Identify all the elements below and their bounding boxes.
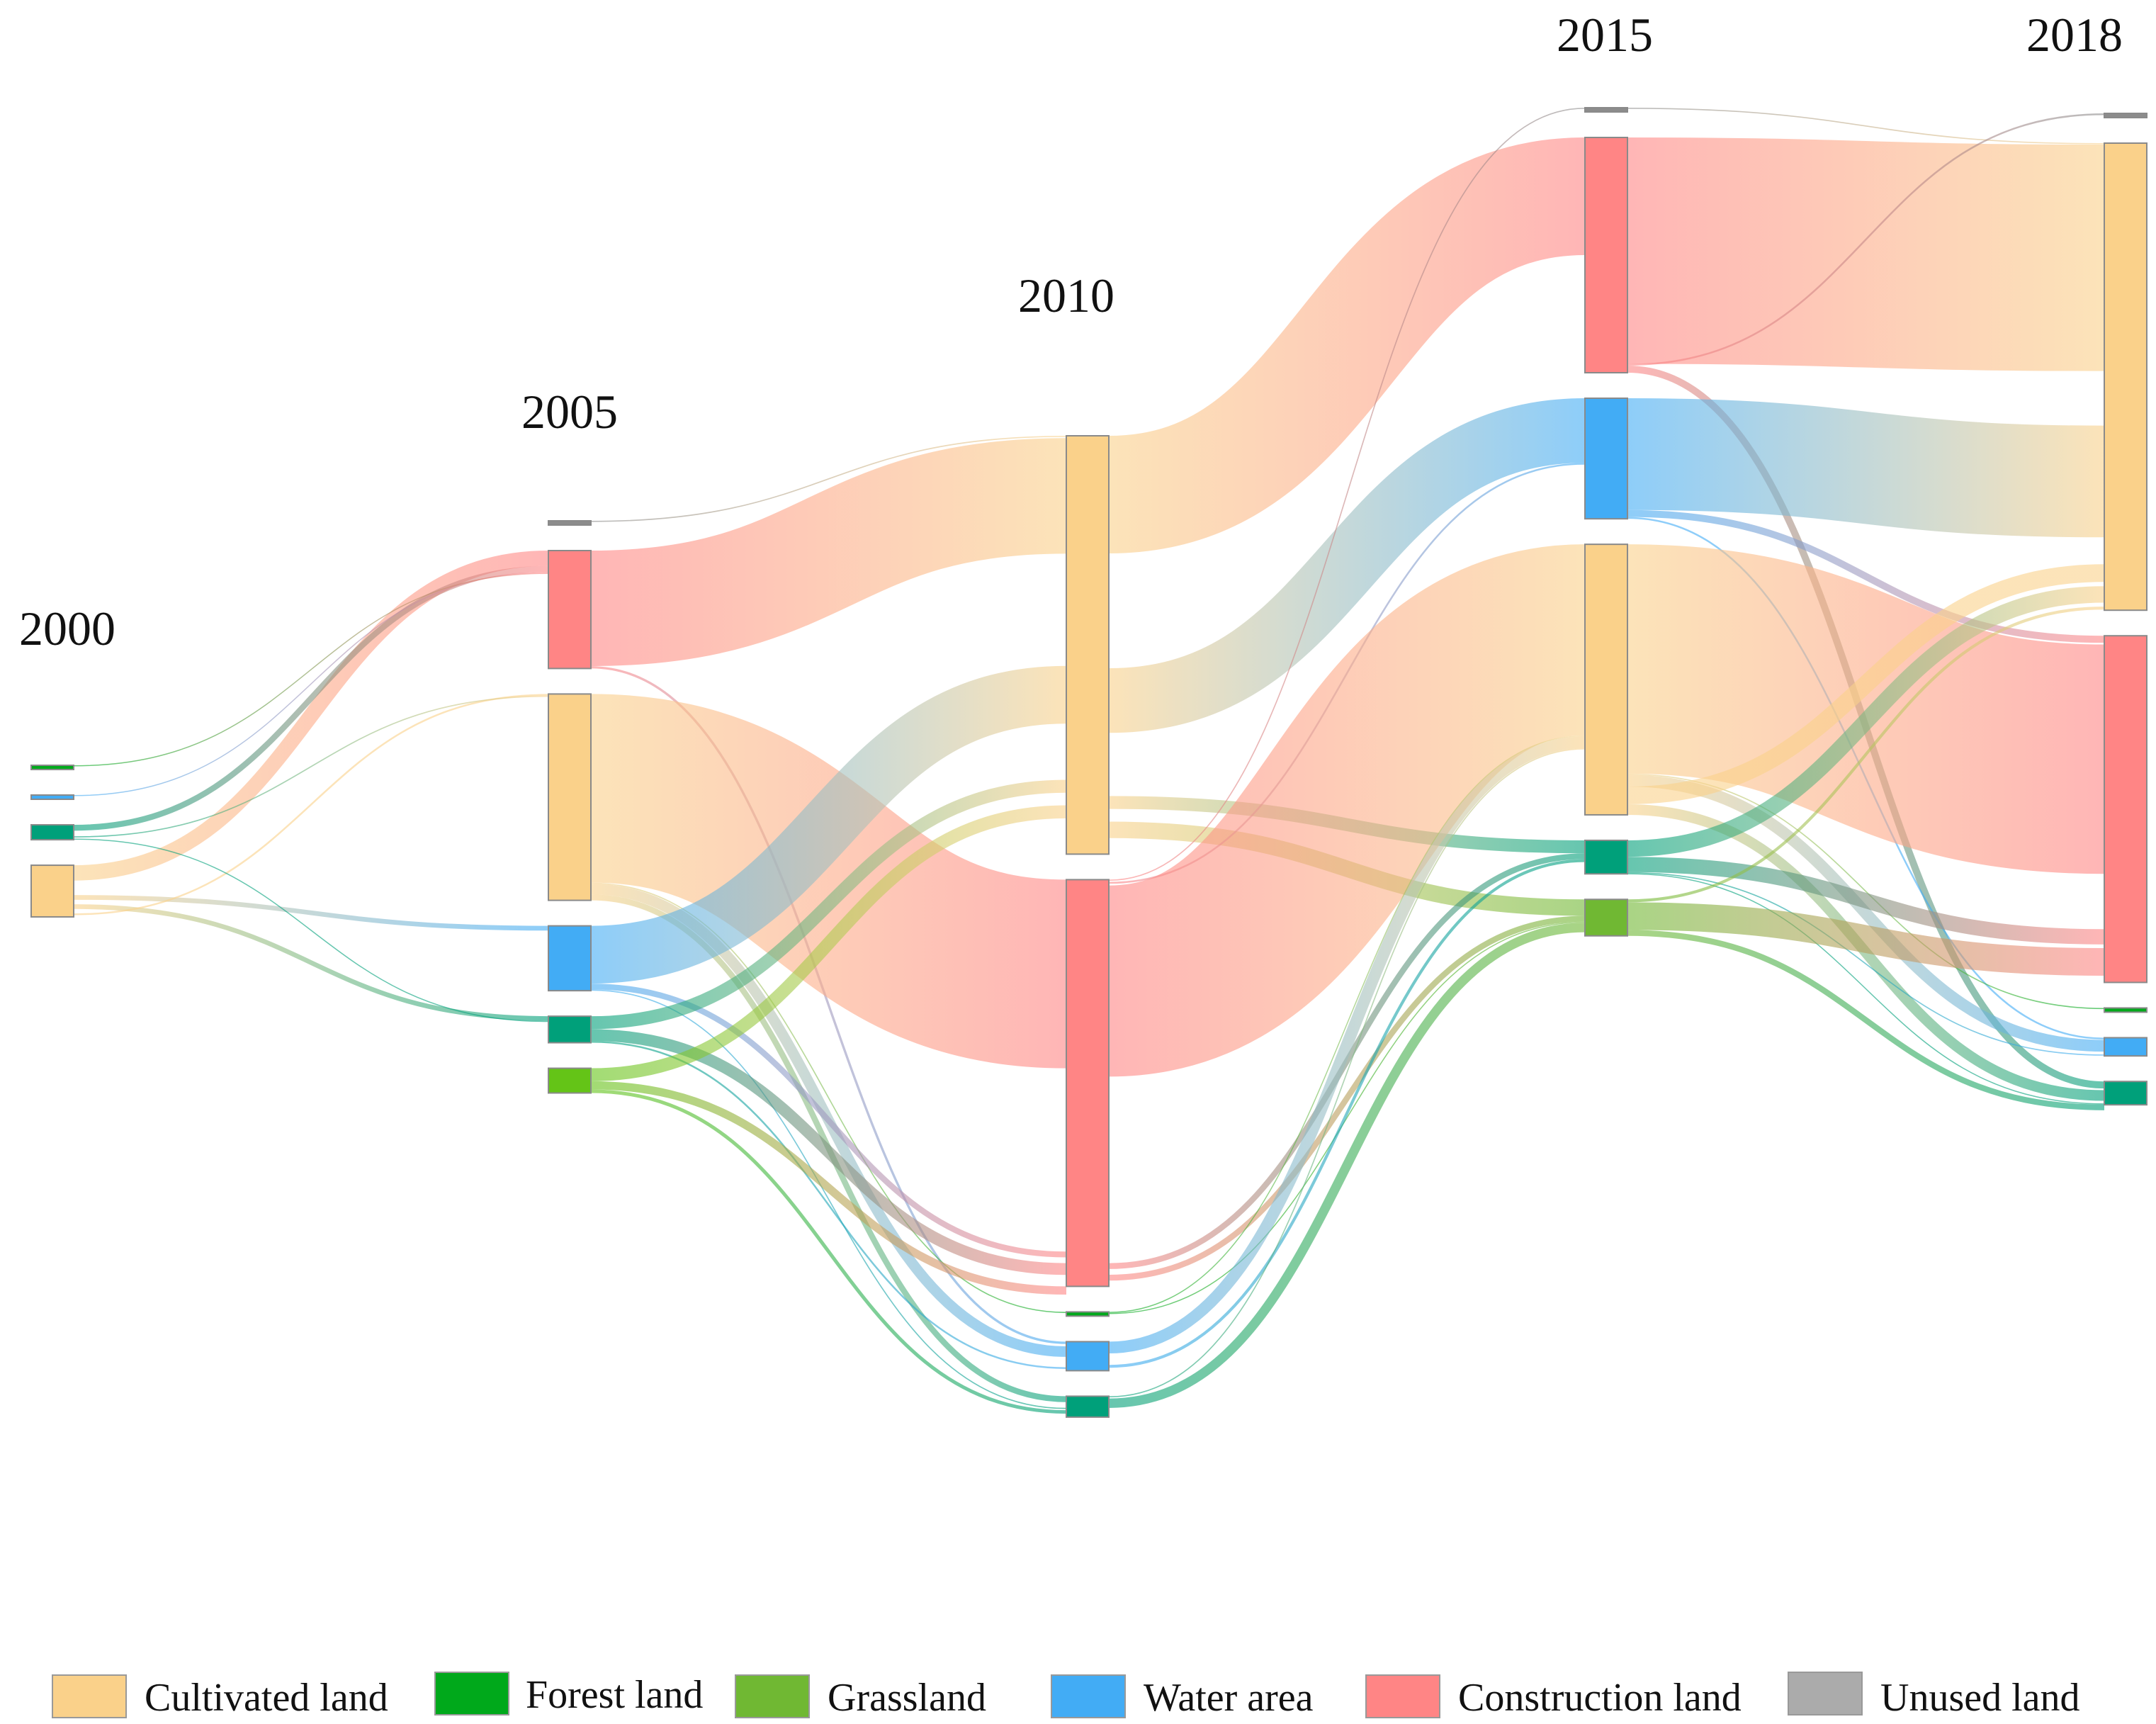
- flow-2015-forest-to-2018-forest: [1627, 873, 2105, 1105]
- flow-2015-grassland-to-2018-construction: [1627, 902, 2105, 976]
- legend-swatch-water-area: [1051, 1674, 1126, 1718]
- flow-2000-forest-to-2005-construction: [73, 565, 549, 831]
- flow-2015-cultivated-to-2018-cultivated: [1627, 564, 2105, 805]
- flow-2000-cultivated-to-2005-cultivated: [73, 694, 549, 915]
- year-label-2015: 2015: [1557, 8, 1653, 62]
- node-2018-forest: [2104, 1081, 2147, 1106]
- flow-2015-forest-to-2018-cultivated: [1627, 586, 2105, 857]
- flow-2005-grassland-to-2010-construction: [590, 1081, 1067, 1295]
- flow-2005-cultivated-to-2010-construction: [589, 694, 1068, 1069]
- node-2015-grassland: [1584, 898, 1628, 937]
- legend-swatch-forest-land: [434, 1672, 509, 1715]
- flow-2005-construction-to-2010-cultivated: [590, 438, 1067, 667]
- node-2015-water: [1584, 398, 1628, 520]
- node-2018-construction: [2104, 635, 2147, 984]
- node-2000-water: [30, 794, 74, 800]
- year-label-2010: 2010: [1018, 269, 1114, 322]
- flow-2010-forest-strip-to-2015-grassland: [1108, 921, 1586, 1314]
- flow-2000-cultivated-to-2005-construction: [73, 551, 549, 881]
- flow-2005-forest-to-2010-construction: [590, 1029, 1067, 1275]
- flow-2010-forest-to-2015-cultivated: [1108, 748, 1586, 1398]
- flow-2000-forest-to-2005-forest: [73, 838, 549, 1022]
- legend-swatch-grassland: [735, 1674, 810, 1718]
- flow-2005-forest-to-2010-cultivated: [590, 779, 1067, 1030]
- flow-links: [73, 108, 2106, 1414]
- node-2015-forest: [1584, 839, 1628, 875]
- node-2000-forest-strip: [30, 765, 74, 770]
- node-2005-cultivated: [548, 693, 592, 901]
- flow-2000-forest-strip-to-2005-construction: [73, 573, 549, 767]
- flow-2010-construction-to-2015-cultivated: [1105, 544, 1588, 1077]
- flow-2010-water-to-2015-forest: [1108, 859, 1586, 1368]
- legend-label-unused-land: Unused land: [1880, 1676, 2080, 1720]
- year-label-2000: 2000: [19, 602, 115, 655]
- flow-2000-forest-to-2005-cultivated: [73, 695, 549, 838]
- node-2010-construction: [1066, 879, 1110, 1288]
- flow-2000-cultivated-to-2005-water: [73, 895, 549, 931]
- node-2005-grassland: [548, 1067, 592, 1094]
- flow-2015-water-to-2018-cultivated: [1627, 398, 2105, 538]
- legend-label-forest-land: Forest land: [526, 1673, 703, 1717]
- year-label-2005: 2005: [521, 385, 618, 439]
- legend-swatch-cultivated-land: [52, 1674, 127, 1718]
- flow-2000-water-to-2005-construction: [73, 571, 549, 796]
- flow-2005-unused-to-2010-cultivated: [590, 436, 1067, 522]
- legend: Cultivated land Forest land Grassland Wa…: [52, 1672, 2080, 1720]
- node-2018-water: [2104, 1037, 2147, 1057]
- flow-2015-construction-to-2018-cultivated: [1627, 137, 2105, 371]
- node-2000-cultivated: [30, 864, 74, 918]
- flow-2010-construction-to-2015-unused: [1108, 108, 1586, 881]
- flow-2010-construction-to-2015-grassland: [1108, 915, 1586, 1281]
- node-2015-cultivated: [1584, 543, 1628, 816]
- node-2000-forest: [30, 824, 74, 841]
- flow-2015-grassland-to-2018-forest: [1627, 930, 2105, 1110]
- flow-2015-water-to-2018-construction: [1627, 509, 2105, 643]
- node-2010-water: [1066, 1341, 1110, 1372]
- node-2018-cultivated: [2104, 142, 2147, 612]
- flow-2015-cultivated-to-2018-construction: [1626, 544, 2106, 874]
- node-2010-forest-strip: [1066, 1311, 1110, 1317]
- node-2015-unused: [1584, 107, 1628, 113]
- flow-2010-forest-to-2015-grassland: [1108, 923, 1586, 1408]
- flow-2010-forest-strip-to-2015-cultivated: [1108, 735, 1586, 1313]
- legend-swatch-construction-land: [1365, 1674, 1440, 1718]
- node-2005-construction: [548, 550, 592, 670]
- land-use-nodes: [30, 107, 2147, 1418]
- legend-label-construction-land: Construction land: [1458, 1676, 1742, 1720]
- flow-2010-cultivated-to-2015-water: [1108, 398, 1586, 733]
- flow-2015-grassland-to-2018-cultivated: [1627, 607, 2105, 903]
- node-2005-unused: [548, 520, 592, 526]
- year-label-2018: 2018: [2026, 8, 2123, 62]
- flow-2015-cultivated-to-2018-water: [1627, 774, 2105, 1052]
- node-2010-forest: [1066, 1395, 1110, 1418]
- flow-2015-forest-to-2018-construction: [1627, 857, 2105, 945]
- flow-2010-cultivated-to-2015-construction: [1107, 137, 1587, 553]
- flow-2015-construction-to-2018-unused: [1627, 113, 2105, 366]
- legend-label-water-area: Water area: [1144, 1676, 1314, 1720]
- node-2005-forest: [548, 1015, 592, 1044]
- legend-label-grassland: Grassland: [828, 1676, 986, 1720]
- node-2010-cultivated: [1066, 435, 1110, 855]
- node-2018-forest-strip: [2104, 1007, 2147, 1013]
- legend-label-cultivated-land: Cultivated land: [145, 1676, 388, 1720]
- flow-2010-construction-to-2015-forest: [1108, 853, 1586, 1269]
- legend-swatch-unused-land: [1788, 1672, 1863, 1715]
- flow-2005-water-to-2010-cultivated: [590, 665, 1067, 984]
- flow-2005-grassland-to-2010-cultivated: [590, 805, 1067, 1081]
- flow-2000-cultivated-to-2005-forest: [73, 904, 549, 1021]
- flow-2005-grassland-to-2010-forest: [590, 1089, 1067, 1414]
- node-2005-water: [548, 925, 592, 992]
- node-2018-unused: [2104, 113, 2147, 118]
- flow-2010-water-to-2015-cultivated: [1108, 736, 1586, 1353]
- year-labels: 2000 2005 2010 2015 2018: [19, 8, 2123, 655]
- node-2015-construction: [1584, 137, 1628, 373]
- flow-2015-unused-to-2018-cultivated: [1627, 108, 2105, 145]
